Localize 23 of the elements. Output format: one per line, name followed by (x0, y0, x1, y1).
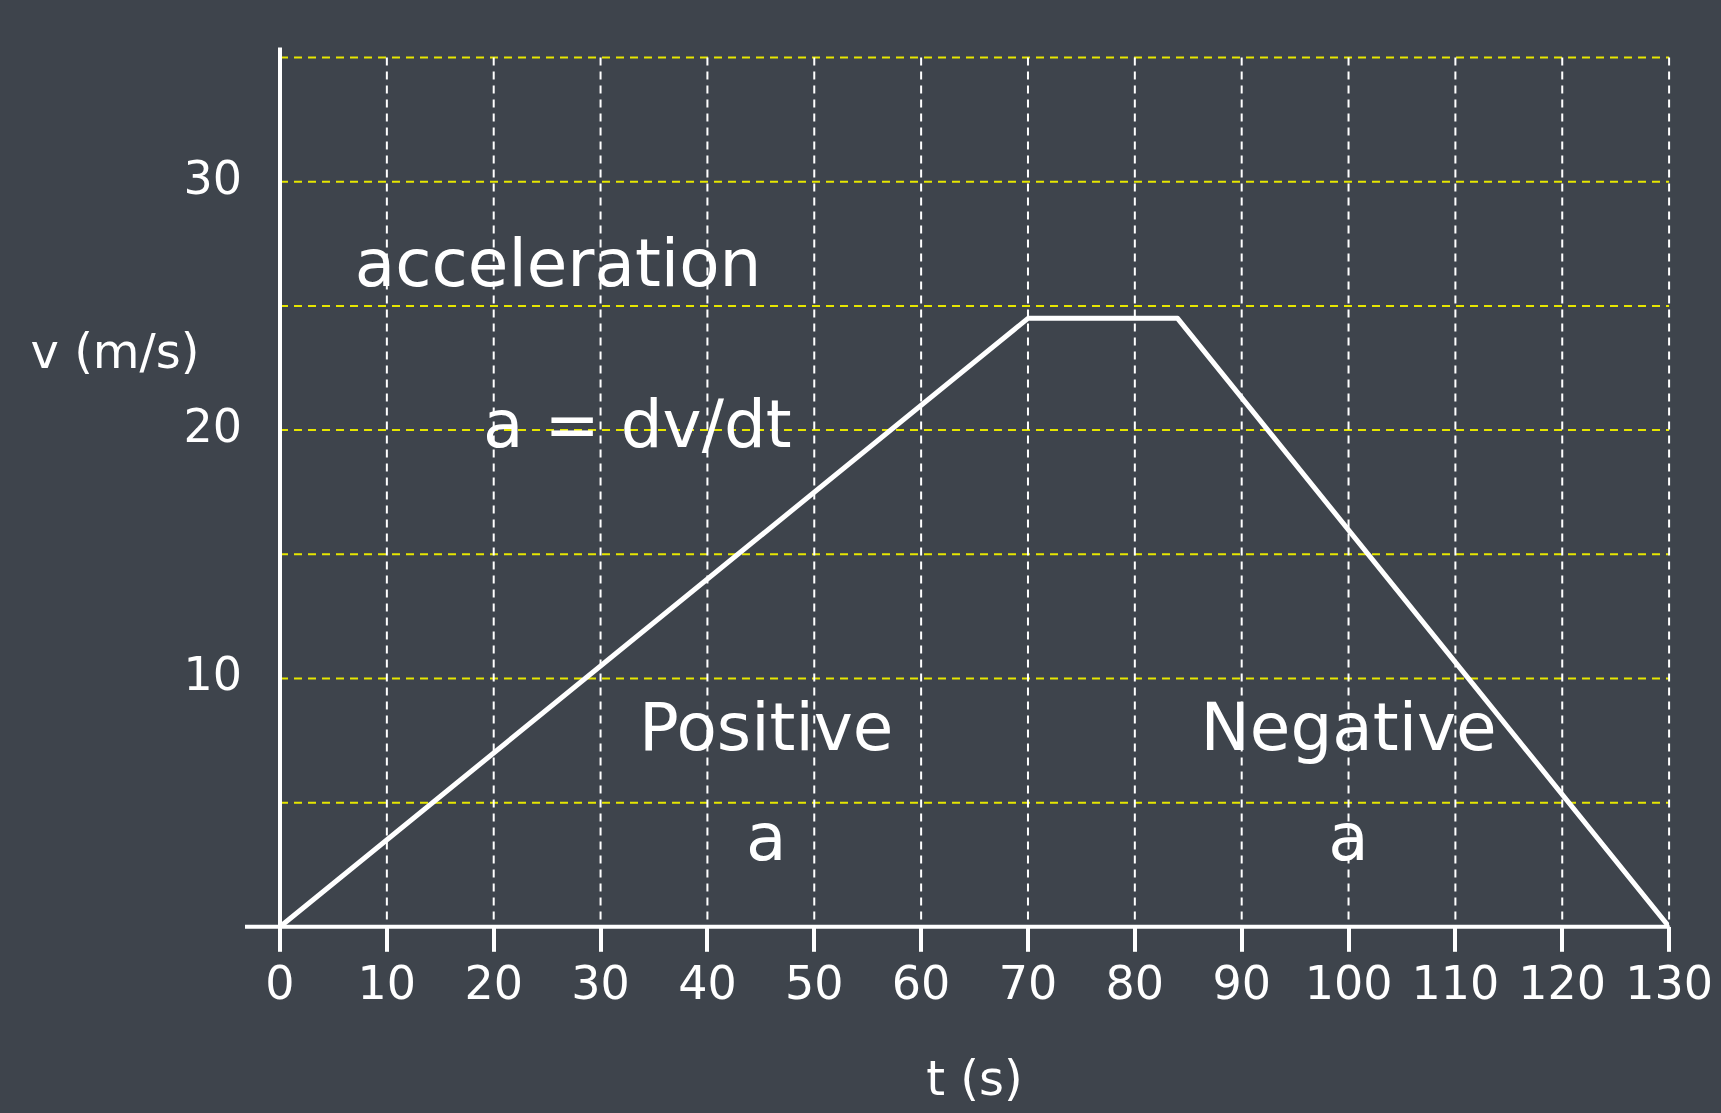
x-tick-label: 80 (1105, 956, 1165, 1011)
y-axis-title: v (m/s) (30, 323, 200, 380)
y-tick-label: 10 (183, 647, 242, 702)
annotation: a = dv/dt (483, 386, 792, 464)
x-tick-label: 110 (1411, 956, 1500, 1011)
x-tick-label: 0 (265, 956, 295, 1011)
y-tick-label: 20 (183, 399, 242, 454)
x-tick-label: 90 (1212, 956, 1271, 1011)
x-tick-label: 130 (1625, 956, 1714, 1011)
x-tick-label: 20 (464, 956, 523, 1011)
x-tick-label: 50 (785, 956, 844, 1011)
x-tick-label: 70 (998, 956, 1058, 1011)
x-tick-label: 30 (571, 956, 630, 1011)
x-tick-label: 120 (1518, 956, 1607, 1011)
annotation: acceleration (354, 224, 762, 302)
y-tick-label: 30 (183, 150, 242, 205)
annotation: Positive a (638, 689, 894, 877)
x-tick-label: 100 (1304, 956, 1393, 1011)
x-tick-label: 10 (357, 956, 417, 1011)
x-tick-label: 40 (678, 956, 737, 1011)
x-tick-label: 60 (891, 956, 951, 1011)
annotation: Negative a (1200, 689, 1497, 877)
x-axis-title: t (s) (926, 1050, 1023, 1107)
